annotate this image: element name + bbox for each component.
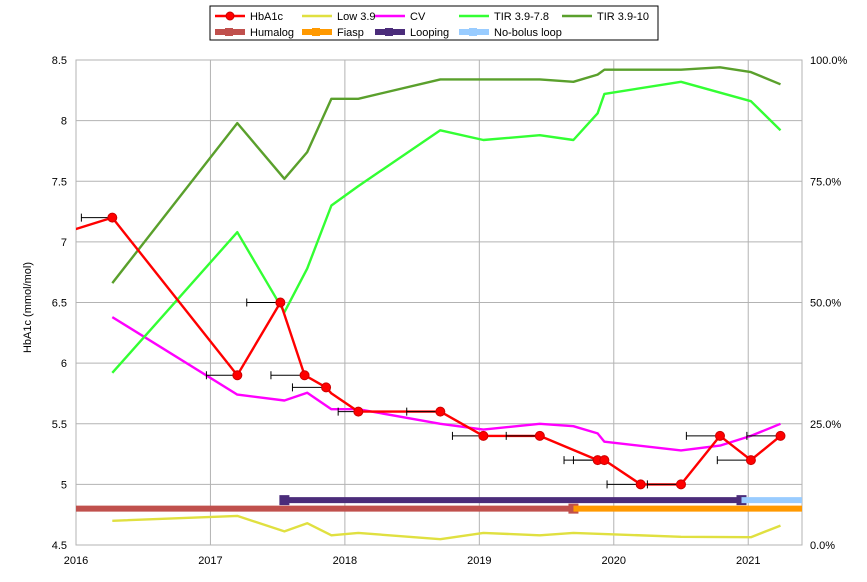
y-left-tick-label: 7: [61, 237, 67, 249]
x-tick-label: 2021: [736, 555, 760, 567]
y-left-tick-label: 4.5: [52, 540, 67, 552]
y-right-tick-label: 50.0%: [810, 298, 841, 310]
data-point-hba1c: [353, 406, 364, 417]
data-point-hba1c: [676, 479, 686, 490]
series-line-hba1c: [76, 216, 782, 486]
legend-marker-hba1c: [225, 11, 235, 21]
data-point-hba1c: [534, 430, 545, 441]
legend-label-tir-3-9-7-8: TIR 3.9-7.8: [494, 11, 549, 23]
x-tick-label: 2016: [64, 555, 88, 567]
y-left-tick-label: 8.5: [52, 55, 67, 67]
series-line-tir-3-9-10: [111, 66, 781, 284]
series-bar-end-looping: [279, 495, 290, 506]
plot-border: [75, 59, 803, 546]
legend-box: [209, 5, 659, 41]
data-point-hba1c: [775, 430, 786, 441]
data-point-hba1c: [714, 430, 725, 441]
data-point-hba1c: [745, 455, 756, 466]
y-right-tick-label: 25.0%: [810, 419, 841, 431]
legend-marker-looping: [385, 28, 393, 36]
y-right-tick-label: 75.0%: [810, 176, 841, 188]
y-right-tick-label: 0.0%: [810, 540, 835, 552]
x-tick-label: 2020: [602, 555, 626, 567]
data-point-hba1c: [299, 370, 310, 381]
y-left-tick-label: 8: [61, 116, 67, 128]
y-left-tick-label: 6: [61, 358, 67, 370]
y-axis-title: HbA1c (mmol/mol): [22, 262, 34, 353]
series-line-low-3-9: [112, 514, 781, 541]
legend-label-fiasp: Fiasp: [337, 27, 364, 39]
data-point-hba1c: [107, 212, 118, 223]
series-line-cv: [111, 316, 781, 452]
data-point-hba1c: [599, 455, 610, 466]
series-line-tir-3-9-7-8: [111, 80, 782, 374]
data-point-hba1c: [275, 297, 286, 308]
legend-label-tir-3-9-10: TIR 3.9-10: [597, 11, 649, 23]
y-left-tick-label: 6.5: [52, 298, 67, 310]
legend-label-hba1c: HbA1c: [250, 11, 284, 23]
data-point-hba1c: [321, 382, 332, 393]
legend-marker-no-bolus-loop: [469, 28, 477, 36]
legend-marker-humalog: [225, 28, 233, 36]
x-tick-label: 2018: [333, 555, 357, 567]
x-tick-label: 2017: [198, 555, 222, 567]
y-left-tick-label: 7.5: [52, 176, 67, 188]
y-left-tick-label: 5: [61, 479, 67, 491]
data-point-hba1c: [232, 370, 243, 381]
data-point-hba1c: [635, 479, 646, 490]
y-right-tick-label: 100.0%: [810, 55, 848, 67]
legend-label-looping: Looping: [410, 27, 449, 39]
legend-label-no-bolus-loop: No-bolus loop: [494, 27, 562, 39]
legend-label-low-3-9: Low 3.9: [337, 11, 376, 23]
y-left-tick-label: 5.5: [52, 419, 67, 431]
legend-label-cv: CV: [410, 11, 426, 23]
data-point-hba1c: [478, 430, 489, 441]
legend-label-humalog: Humalog: [250, 27, 294, 39]
data-point-hba1c: [435, 406, 446, 417]
legend-marker-fiasp: [312, 28, 320, 36]
x-tick-label: 2019: [467, 555, 491, 567]
